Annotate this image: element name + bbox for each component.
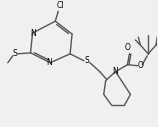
Text: O: O <box>125 43 130 52</box>
Text: Cl: Cl <box>56 1 64 10</box>
Text: S: S <box>85 56 89 65</box>
Text: S: S <box>12 49 17 58</box>
Text: N: N <box>113 67 118 76</box>
Text: O: O <box>137 61 143 70</box>
Text: N: N <box>46 58 52 67</box>
Text: N: N <box>31 29 36 38</box>
